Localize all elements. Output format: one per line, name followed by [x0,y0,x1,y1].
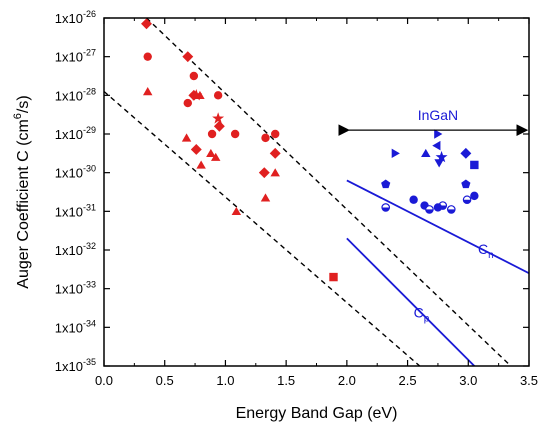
blue-circle-point [433,203,443,212]
red-circle-point [271,129,280,139]
line-cp [346,237,475,366]
red-triangle-point [181,133,192,142]
red-triangle-point [260,193,271,202]
blue-diamond-point [460,147,472,159]
axis-ticks: 0.0 0.5 1.0 1.5 2.0 2.5 3.0 3.5 1x10-35 1x10-34 1x… [55,9,538,388]
cn-label-sub: n [488,250,494,261]
carrier-lines [346,179,529,366]
cp-label-main: C [414,305,424,321]
y-tick-label: 1x10-32 [55,241,96,258]
dashed-guide-line-2 [104,90,421,366]
cn-label: Cn [478,241,494,261]
red-circle-point [183,98,192,108]
red-diamond-point [182,51,194,63]
blue-circle-point [470,191,479,201]
blue-square-point [470,160,479,170]
red-triangle-point [210,152,221,161]
x-tick-label: 1.0 [216,373,234,388]
plot-frame [103,17,530,367]
red-triangle-point [270,168,280,177]
blue-star-point [435,150,448,163]
x-tick-label: 0.5 [156,373,174,388]
red-star-point [190,89,203,101]
red-diamond-point [141,18,152,30]
line-cn [346,179,529,275]
red-circle-point [213,91,223,100]
blue-triangle-point [421,148,431,158]
data-points [141,18,479,282]
red-triangle-point [195,90,205,100]
y-axis-title-end: /s) [15,95,32,113]
red-triangle-point [196,160,206,169]
blue-triangle-left-point [432,140,441,151]
y-tick-label: 1x10-28 [55,86,96,103]
blue-triangle-down-point [434,159,444,168]
y-axis-title-sup: 6 [12,113,24,119]
y-axis-title: Auger Coefficient C (cm6/s) [12,95,32,288]
y-tick-label: 1x10-30 [55,164,96,181]
y-tick-label: 1x10-33 [55,280,96,297]
x-tick-label: 0.0 [95,373,113,388]
y-tick-label: 1x10-34 [55,318,96,335]
x-tick-label: 1.5 [277,373,295,388]
cn-label-main: C [478,241,488,257]
blue-triangle-right-point [391,148,400,159]
red-circle-point [143,52,152,61]
blue-pentagon-point [461,179,471,189]
y-tick-label: 1x10-27 [55,48,96,65]
x-axis-title: Energy Band Gap (eV) [236,405,398,422]
x-tick-label: 2.0 [338,373,356,388]
dashed-lines [104,18,512,366]
red-circle-point [261,133,270,143]
y-tick-label: 1x10-26 [55,9,96,26]
blue-half-circle-point [381,203,391,212]
red-diamond-point [213,120,225,132]
red-circle-point [230,129,240,139]
dashed-guide-line-1 [146,18,512,366]
y-tick-label: 1x10-31 [55,202,96,219]
red-diamond-point [190,144,202,155]
x-tick-label: 3.5 [520,373,538,388]
ingan-label: InGaN [418,107,458,123]
red-square-point [329,272,338,282]
red-triangle-point [206,148,216,158]
red-circle-point [207,129,217,139]
x-tick-label: 3.0 [459,373,477,388]
y-tick-label: 1x10-29 [55,125,96,142]
y-tick-label: 1x10-35 [55,357,96,374]
red-triangle-point [231,206,242,216]
red-star-point [212,112,225,124]
blue-half-circle-point [462,195,472,205]
blue-pentagon-point [381,179,391,189]
red-diamond-point [258,167,270,179]
blue-half-circle-point [446,205,456,214]
red-circle-point [189,71,199,81]
red-diamond-point [269,147,281,159]
red-triangle-point [142,87,153,96]
cp-label: Cp [414,305,430,325]
x-tick-label: 2.5 [399,373,417,388]
blue-circle-point [409,195,418,204]
cp-label-sub: p [424,314,430,325]
blue-half-circle-point [425,205,434,214]
y-axis-title-main: Auger Coefficient C (cm [15,119,32,289]
